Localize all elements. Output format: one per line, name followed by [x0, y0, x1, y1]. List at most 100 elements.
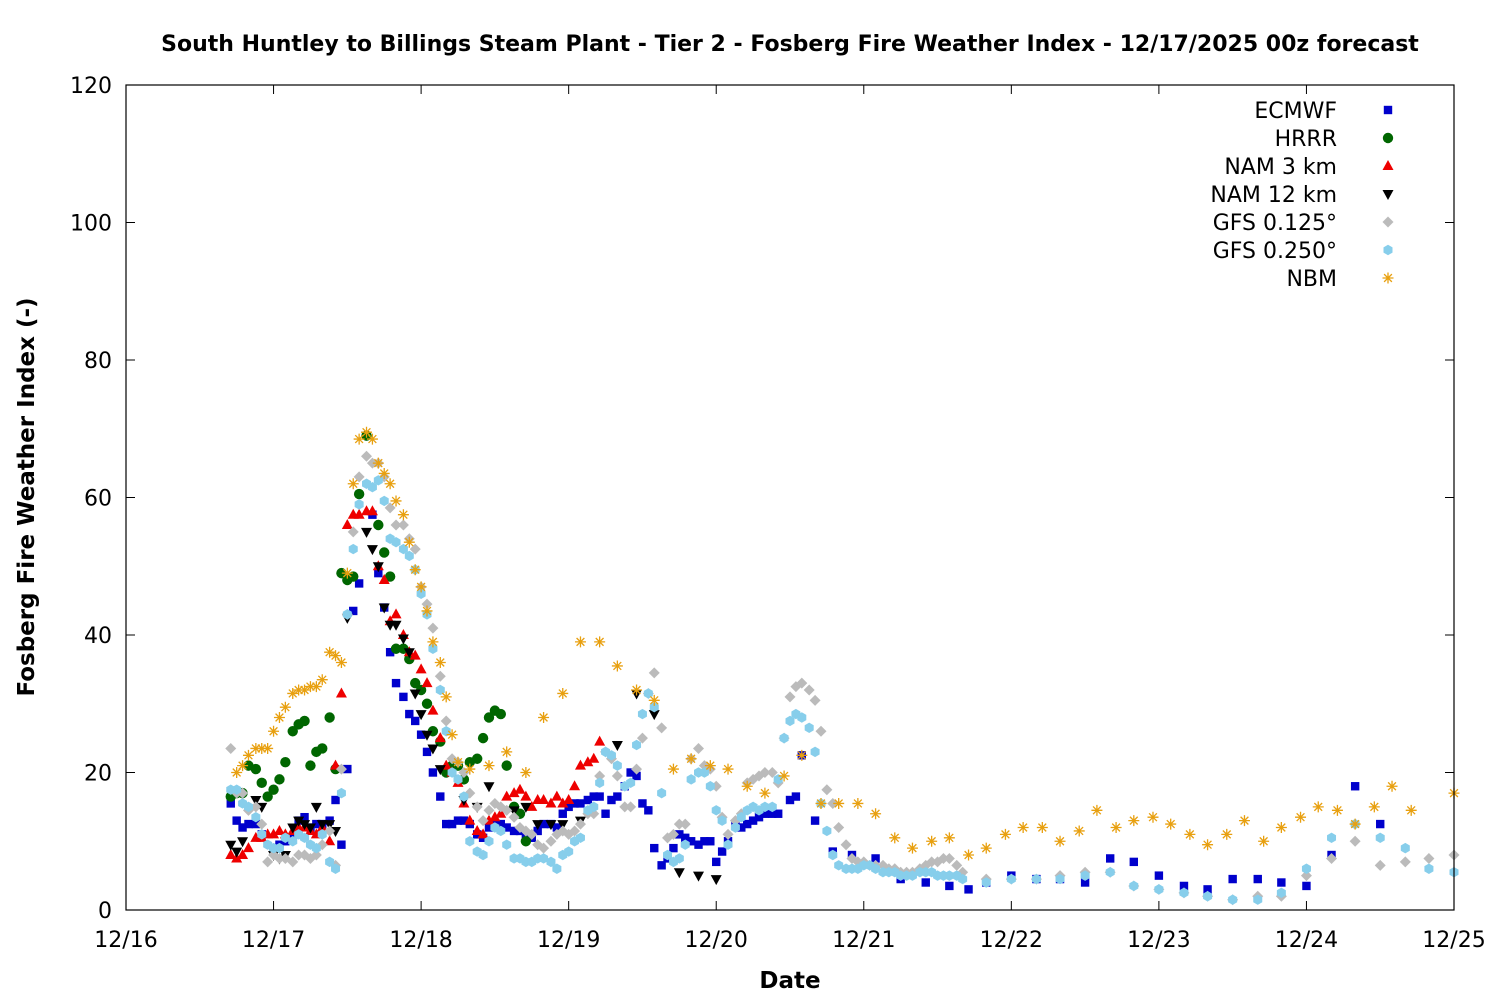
data-point [373, 519, 384, 531]
data-point [833, 822, 845, 833]
data-point [1276, 887, 1286, 899]
data-point [520, 767, 532, 778]
data-point [583, 795, 593, 805]
data-point [810, 816, 820, 825]
data-point [399, 692, 408, 702]
data-point [459, 791, 469, 802]
data-point [324, 712, 335, 723]
data-point [1036, 822, 1048, 833]
data-point [422, 747, 432, 757]
data-point [870, 808, 882, 820]
data-point [1238, 815, 1250, 827]
data-point [980, 842, 992, 854]
x-axis-label: Date [759, 968, 820, 994]
data-point [760, 801, 770, 813]
data-point [723, 839, 733, 850]
data-point [680, 839, 690, 850]
data-point [310, 849, 322, 861]
legend-label: GFS 0.250° [1213, 239, 1337, 264]
data-point [347, 478, 359, 490]
data-point [784, 691, 796, 703]
data-point [821, 784, 833, 796]
data-point [631, 684, 643, 696]
data-point [299, 715, 310, 727]
data-point [231, 767, 243, 778]
data-point [656, 722, 668, 734]
data-point [410, 677, 421, 689]
data-point [343, 764, 352, 774]
data-point [637, 708, 647, 720]
data-point [341, 519, 353, 529]
legend-marker [1382, 272, 1394, 284]
data-point [730, 822, 740, 833]
data-point [409, 543, 421, 555]
data-point [636, 732, 648, 744]
data-point [280, 756, 291, 768]
data-point [760, 809, 770, 818]
data-point [1165, 818, 1177, 830]
legend-marker [1382, 132, 1394, 144]
data-point [397, 634, 409, 645]
data-point [378, 574, 390, 584]
data-point [648, 694, 660, 706]
data-point [1091, 804, 1103, 816]
data-point [477, 815, 489, 827]
data-point [1277, 878, 1286, 887]
data-point [619, 801, 631, 813]
data-point [815, 725, 827, 737]
legend-label: NAM 3 km [1224, 155, 1337, 180]
data-point [520, 802, 532, 813]
data-point [501, 790, 513, 801]
data-point [464, 763, 476, 775]
data-point [675, 830, 684, 839]
data-point [538, 794, 550, 804]
data-point [391, 678, 401, 688]
data-point [552, 823, 562, 832]
data-point [606, 750, 616, 761]
data-point [926, 835, 938, 847]
data-point [1400, 842, 1410, 854]
data-point [508, 806, 520, 817]
data-point [268, 725, 280, 737]
data-point [741, 780, 753, 792]
series-nam-12-km [225, 527, 722, 886]
data-point [496, 819, 505, 829]
data-point [595, 792, 604, 801]
data-point [1179, 881, 1189, 891]
data-point [447, 767, 457, 778]
data-point [366, 433, 378, 445]
series-gfs-0-125 [225, 450, 1460, 906]
data-point [262, 742, 274, 754]
data-point [612, 760, 622, 771]
data-point [722, 763, 734, 775]
data-point [538, 712, 550, 723]
data-point [1376, 819, 1385, 829]
data-point [435, 684, 445, 696]
data-point [685, 753, 697, 765]
data-point [415, 581, 427, 593]
data-point [1031, 873, 1041, 885]
data-point [1154, 871, 1164, 880]
data-point [330, 650, 342, 662]
data-point [250, 742, 262, 754]
data-point [434, 670, 446, 682]
legend-label: NAM 12 km [1210, 183, 1337, 208]
data-point [1302, 881, 1311, 891]
data-point [304, 681, 316, 693]
x-tick-label: 12/19 [537, 928, 600, 953]
data-point [545, 820, 557, 831]
data-point [889, 832, 901, 844]
data-point [569, 825, 581, 837]
data-point [613, 792, 622, 801]
data-point [921, 878, 930, 887]
data-point [1006, 873, 1016, 885]
data-point [274, 774, 285, 785]
data-point [785, 715, 795, 727]
data-point [557, 820, 569, 831]
data-point [722, 828, 734, 840]
data-point [489, 811, 501, 822]
data-point [759, 787, 771, 799]
data-point [385, 647, 395, 657]
data-point [1275, 822, 1287, 833]
